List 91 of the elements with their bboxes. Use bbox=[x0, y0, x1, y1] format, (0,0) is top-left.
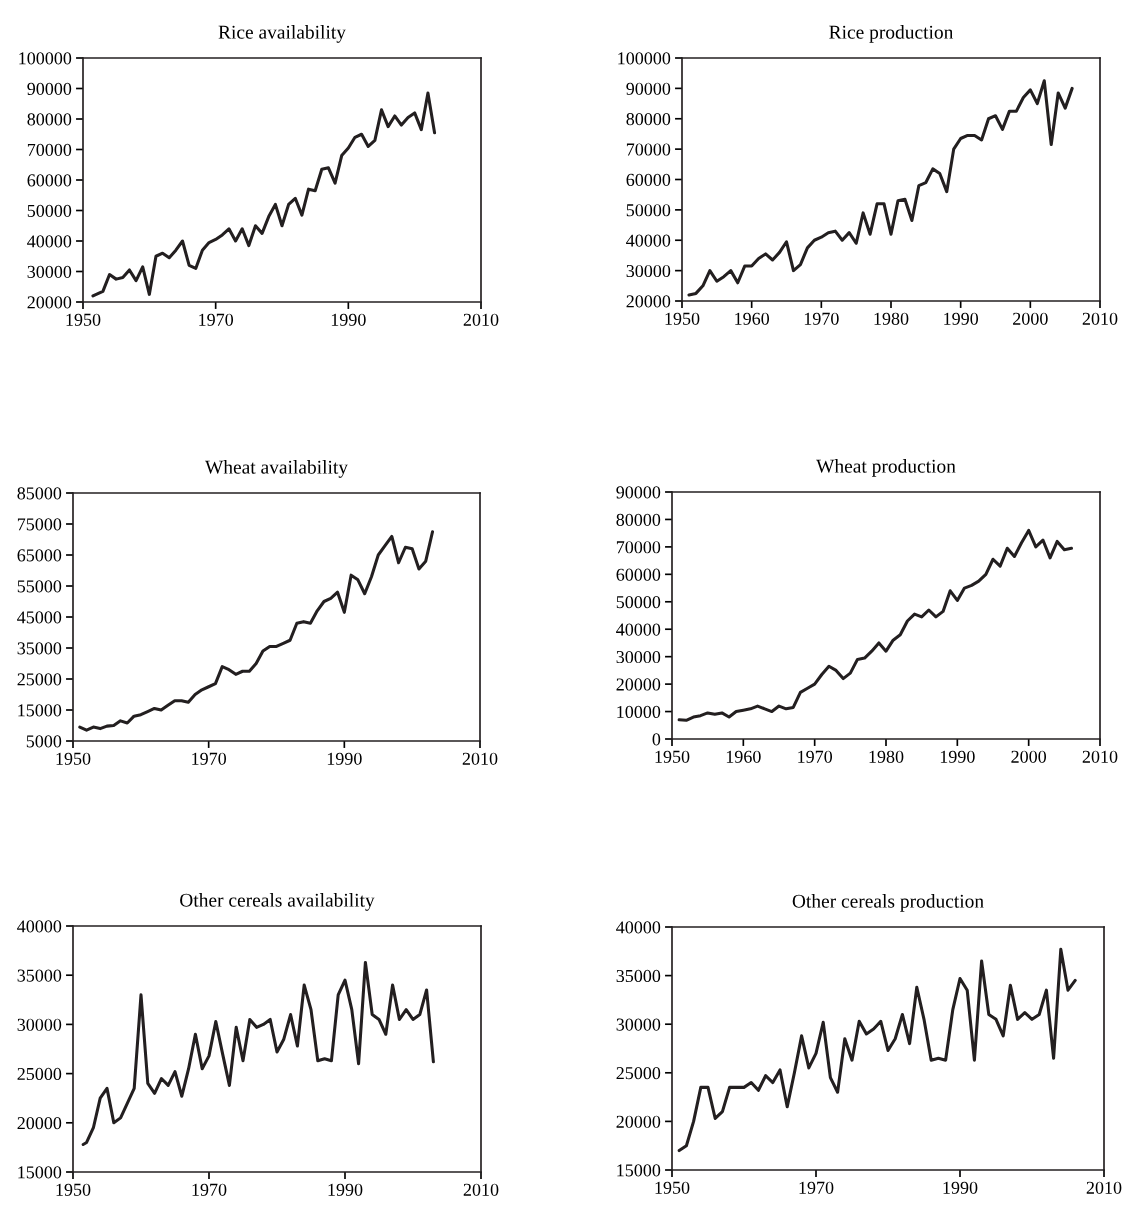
x-tick-label: 1990 bbox=[944, 312, 979, 325]
x-tick-label: 1990 bbox=[328, 1183, 363, 1196]
x-tick-label: 1960 bbox=[735, 312, 770, 325]
x-tick-label: 1980 bbox=[874, 312, 909, 325]
y-tick-label: 60000 bbox=[616, 568, 661, 581]
y-tick-label: 40000 bbox=[616, 921, 661, 934]
y-tick-label: 50000 bbox=[27, 204, 72, 217]
line-series bbox=[78, 530, 435, 732]
x-tick-label: 1980 bbox=[869, 750, 904, 763]
y-tick-label: 60000 bbox=[626, 173, 671, 186]
x-tick-label: 2000 bbox=[1011, 750, 1047, 763]
x-tick-label: 1950 bbox=[655, 750, 690, 763]
x-tick-label: 1950 bbox=[56, 752, 91, 765]
y-tick-label: 30000 bbox=[616, 650, 661, 664]
x-tick-label: 1990 bbox=[327, 752, 362, 765]
line-series bbox=[81, 960, 435, 1146]
chart-title: Wheat availability bbox=[204, 460, 348, 478]
y-tick-label: 70000 bbox=[616, 541, 661, 554]
x-tick-label: 1970 bbox=[199, 313, 234, 326]
y-tick-label: 20000 bbox=[27, 296, 72, 309]
y-tick-label: 30000 bbox=[616, 1018, 661, 1031]
y-tick-label: 75000 bbox=[17, 518, 62, 531]
y-tick-label: 80000 bbox=[27, 113, 72, 126]
y-tick-label: 100000 bbox=[618, 52, 671, 65]
y-tick-label: 5000 bbox=[26, 735, 62, 748]
y-tick-label: 45000 bbox=[17, 611, 62, 624]
chart-title: Wheat production bbox=[816, 459, 956, 477]
y-tick-label: 35000 bbox=[17, 969, 62, 982]
y-tick-label: 15000 bbox=[617, 1164, 661, 1177]
x-tick-label: 1950 bbox=[655, 1181, 690, 1194]
x-tick-label: 1960 bbox=[726, 750, 761, 763]
x-tick-label: 2010 bbox=[463, 313, 499, 326]
line-series bbox=[677, 528, 1073, 722]
x-tick-label: 1970 bbox=[799, 1181, 834, 1194]
y-tick-label: 70000 bbox=[626, 143, 671, 156]
y-tick-label: 60000 bbox=[27, 174, 72, 187]
y-tick-label: 80000 bbox=[626, 113, 671, 126]
x-tick-label: 1950 bbox=[56, 1183, 91, 1196]
x-tick-label: 2010 bbox=[1082, 750, 1118, 763]
line-series bbox=[91, 91, 437, 298]
y-tick-label: 85000 bbox=[17, 487, 62, 500]
y-tick-label: 25000 bbox=[17, 673, 62, 686]
y-tick-label: 70000 bbox=[27, 143, 72, 156]
y-tick-label: 20000 bbox=[616, 1115, 661, 1128]
x-tick-label: 1990 bbox=[940, 750, 975, 763]
y-tick-label: 15000 bbox=[18, 1166, 62, 1179]
y-tick-label: 90000 bbox=[27, 82, 72, 95]
y-tick-label: 35000 bbox=[17, 642, 62, 655]
y-tick-label: 50000 bbox=[616, 596, 661, 609]
y-tick-label: 40000 bbox=[626, 234, 671, 247]
y-tick-label: 30000 bbox=[17, 1018, 62, 1031]
y-tick-label: 35000 bbox=[616, 969, 661, 983]
x-tick-label: 1990 bbox=[331, 313, 366, 326]
y-tick-label: 0 bbox=[652, 733, 661, 746]
y-tick-label: 40000 bbox=[17, 920, 62, 933]
y-tick-label: 30000 bbox=[626, 264, 671, 278]
y-tick-label: 90000 bbox=[626, 82, 671, 95]
x-tick-label: 2010 bbox=[462, 752, 498, 765]
chart-title: Other cereals availability bbox=[180, 893, 375, 911]
y-tick-label: 20000 bbox=[616, 678, 661, 691]
y-tick-label: 90000 bbox=[616, 486, 661, 499]
x-tick-label: 1950 bbox=[665, 312, 700, 325]
chart-title: Other cereals production bbox=[792, 894, 984, 912]
chart-title: Rice availability bbox=[218, 25, 346, 43]
x-tick-label: 2010 bbox=[1082, 312, 1118, 325]
chart-title: Rice production bbox=[829, 25, 954, 43]
line-series bbox=[677, 947, 1077, 1153]
y-tick-label: 25000 bbox=[17, 1067, 62, 1081]
x-tick-label: 1970 bbox=[804, 312, 839, 325]
y-tick-label: 50000 bbox=[626, 204, 671, 217]
y-tick-label: 30000 bbox=[27, 265, 72, 278]
x-tick-label: 1990 bbox=[943, 1181, 978, 1194]
x-tick-label: 1970 bbox=[192, 1183, 227, 1196]
x-tick-label: 2010 bbox=[1086, 1181, 1122, 1194]
y-tick-label: 40000 bbox=[616, 623, 661, 636]
y-tick-label: 40000 bbox=[27, 235, 72, 248]
y-tick-label: 80000 bbox=[616, 513, 661, 526]
y-tick-label: 100000 bbox=[19, 52, 72, 65]
y-tick-label: 55000 bbox=[17, 580, 62, 593]
y-tick-label: 15000 bbox=[18, 704, 62, 717]
x-tick-label: 1950 bbox=[66, 313, 101, 326]
y-tick-label: 20000 bbox=[626, 295, 671, 308]
line-series bbox=[687, 79, 1074, 297]
y-tick-label: 10000 bbox=[617, 705, 661, 718]
y-tick-label: 20000 bbox=[17, 1117, 62, 1130]
y-tick-label: 25000 bbox=[616, 1067, 661, 1080]
x-tick-label: 1970 bbox=[798, 750, 833, 763]
x-tick-label: 2000 bbox=[1013, 312, 1048, 325]
x-tick-label: 2010 bbox=[463, 1183, 499, 1196]
y-tick-label: 65000 bbox=[17, 549, 62, 562]
x-tick-label: 1970 bbox=[192, 752, 227, 765]
